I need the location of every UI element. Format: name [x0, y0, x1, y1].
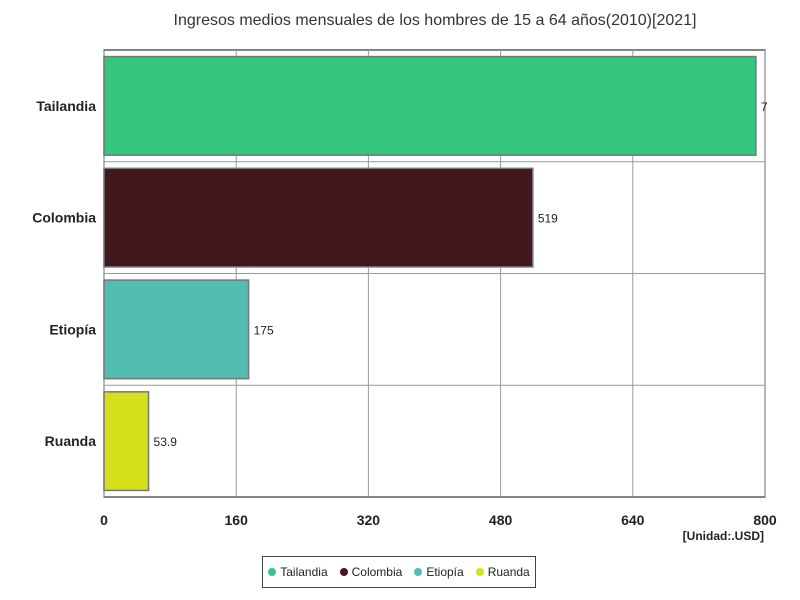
legend-item: Ruanda — [475, 565, 530, 579]
legend-item: Colombia — [339, 565, 403, 579]
legend-dot-icon — [268, 568, 277, 576]
legend-item: Tailandia — [268, 565, 328, 579]
legend-label: Colombia — [351, 565, 403, 579]
bar-colombia — [103, 167, 534, 268]
category-labels: Tailandia Colombia Etiopía Ruanda — [32, 98, 96, 449]
category-label: Etiopía — [49, 321, 96, 337]
legend-item: Etiopía — [414, 565, 464, 579]
category-label: Ruanda — [45, 433, 97, 449]
legend-dot-icon — [475, 568, 484, 576]
legend-label: Ruanda — [487, 565, 530, 579]
x-tick-label: 800 — [753, 512, 777, 528]
bars-group: 7 519 175 53.9 — [103, 55, 768, 492]
chart-title: Ingresos medios mensuales de los hombres… — [173, 12, 697, 29]
x-tick-label: 320 — [357, 512, 381, 528]
legend: Tailandia Colombia Etiopía Ruanda — [262, 556, 536, 588]
legend-label: Tailandia — [280, 565, 328, 579]
value-label: 53.9 — [154, 435, 178, 449]
value-label: 7 — [761, 100, 768, 114]
legend-dot-icon — [414, 568, 423, 576]
legend-label: Etiopía — [426, 565, 464, 579]
x-tick-label: 640 — [621, 512, 645, 528]
category-label: Tailandia — [36, 98, 96, 114]
x-tick-label: 160 — [225, 512, 249, 528]
bar-ruanda — [103, 391, 150, 492]
legend-dot-icon — [339, 568, 348, 576]
x-tick-label: 480 — [489, 512, 513, 528]
value-label: 175 — [254, 323, 274, 337]
bar-tailandia — [103, 55, 757, 156]
category-label: Colombia — [32, 210, 96, 226]
value-label: 519 — [538, 212, 558, 226]
x-tick-label: 0 — [100, 512, 108, 528]
bar-etiopía — [103, 279, 250, 380]
unit-label: [Unidad:.USD] — [682, 529, 764, 543]
x-axis-ticks: 0 160 320 480 640 800 — [100, 512, 777, 528]
